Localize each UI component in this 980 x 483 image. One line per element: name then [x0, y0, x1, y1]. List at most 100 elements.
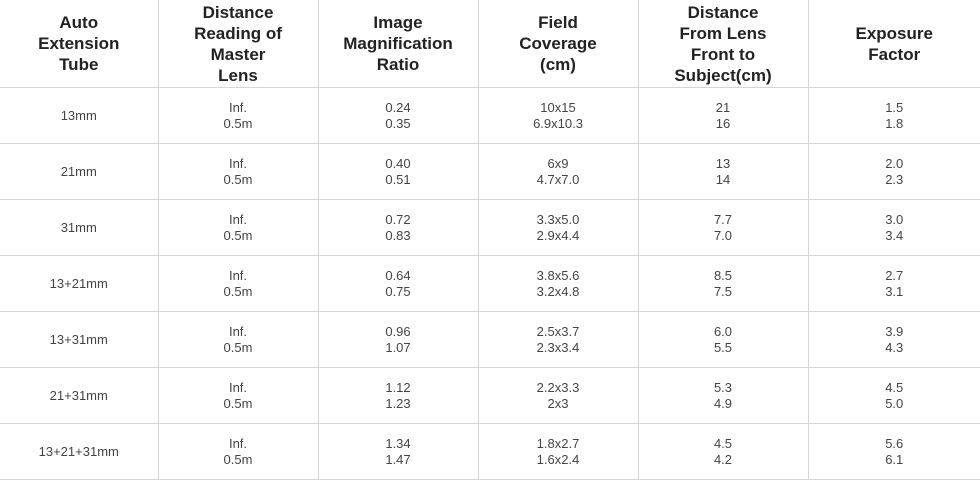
- cell-text: 1.34: [385, 435, 411, 451]
- cell-text: 6.0: [713, 323, 733, 339]
- header-text: Lens: [218, 65, 258, 85]
- cell-text: 1.6x2.4: [536, 451, 580, 467]
- cell-text: 0.5m: [223, 339, 253, 355]
- header-text: Reading of: [194, 23, 282, 43]
- cell-text: 2.3: [885, 171, 904, 187]
- table-cell: 1.8x2.7 1.6x2.4: [477, 423, 639, 480]
- header-text: Distance: [687, 2, 759, 22]
- cell-text: 21mm: [60, 163, 97, 179]
- cell-text: 13+21+31mm: [38, 443, 119, 459]
- header-text: Magnification: [343, 34, 453, 53]
- table-cell: 3.0 3.4: [807, 199, 980, 256]
- table-header: Auto Extension Tube Distance Reading of Maste…: [0, 0, 980, 88]
- cell-text: 2.9x4.4: [536, 227, 580, 243]
- table-cell: 13 14: [637, 143, 809, 200]
- table-cell: 4.5 5.0: [807, 367, 980, 424]
- cell-text: 2x3: [547, 395, 569, 411]
- cell-text: 2.0: [885, 155, 904, 171]
- table-cell: Inf. 0.5m: [157, 423, 319, 480]
- table-cell: 21mm: [0, 143, 159, 200]
- table-cell: Inf. 0.5m: [157, 143, 319, 200]
- cell-text: 3.0: [885, 211, 904, 227]
- table-cell: 13+21+31mm: [0, 423, 159, 480]
- table-cell: 13mm: [0, 87, 159, 144]
- cell-text: 13+21mm: [49, 275, 108, 291]
- table-cell: 3.3x5.0 2.9x4.4: [477, 199, 639, 256]
- cell-text: 5.0: [885, 395, 904, 411]
- table-cell: 21+31mm: [0, 367, 159, 424]
- cell-text: 8.5: [713, 267, 733, 283]
- cell-text: 3.1: [885, 283, 904, 299]
- cell-text: 1.12: [385, 379, 411, 395]
- cell-text: 1.5: [885, 99, 904, 115]
- table-cell: 0.64 0.75: [317, 255, 479, 312]
- cell-text: 4.2: [713, 451, 733, 467]
- table-cell: 7.7 7.0: [637, 199, 809, 256]
- table-cell: 0.96 1.07: [317, 311, 479, 368]
- cell-text: 3.4: [885, 227, 904, 243]
- table-cell: 4.5 4.2: [637, 423, 809, 480]
- header-text: Tube: [59, 55, 99, 74]
- cell-text: 4.3: [885, 339, 904, 355]
- cell-text: Inf.: [228, 211, 248, 227]
- table-cell: 31mm: [0, 199, 159, 256]
- cell-text: 10x15: [540, 99, 576, 115]
- cell-text: 0.83: [385, 227, 411, 243]
- table-row: 21mm Inf. 0.5m 0.40 0.51 6x9 4.7x7.0 13 14 2.0 2.3: [0, 143, 980, 200]
- header-cell: Image Magnification Ratio: [317, 0, 479, 88]
- cell-text: 3.2x4.8: [536, 283, 580, 299]
- cell-text: 13: [715, 155, 731, 171]
- cell-text: 0.5m: [223, 171, 253, 187]
- cell-text: 0.72: [385, 211, 411, 227]
- table-cell: 8.5 7.5: [637, 255, 809, 312]
- table-cell: Inf. 0.5m: [157, 255, 319, 312]
- table-cell: 0.24 0.35: [317, 87, 479, 144]
- cell-text: 1.47: [385, 451, 411, 467]
- cell-text: 0.5m: [223, 227, 253, 243]
- cell-text: 31mm: [60, 219, 97, 235]
- header-row: Auto Extension Tube Distance Reading of Maste…: [0, 0, 980, 88]
- table-cell: 6x9 4.7x7.0: [477, 143, 639, 200]
- cell-text: 3.9: [885, 323, 904, 339]
- cell-text: 1.8: [885, 115, 904, 131]
- table-cell: 0.72 0.83: [317, 199, 479, 256]
- header-cell: Distance From Lens Front to Subject(cm): [637, 0, 809, 88]
- cell-text: 0.35: [385, 115, 411, 131]
- header-text: (cm): [540, 55, 576, 74]
- cell-text: 1.23: [385, 395, 411, 411]
- table-cell: Inf. 0.5m: [157, 199, 319, 256]
- header-text: Exposure: [855, 23, 933, 43]
- table-cell: 2.0 2.3: [807, 143, 980, 200]
- header-cell: Distance Reading of Master Lens: [157, 0, 319, 88]
- table-cell: 1.12 1.23: [317, 367, 479, 424]
- header-text: Extension: [38, 34, 120, 53]
- table-cell: Inf. 0.5m: [157, 87, 319, 144]
- cell-text: 16: [715, 115, 731, 131]
- cell-text: 2.5x3.7: [536, 323, 580, 339]
- cell-text: 0.51: [385, 171, 411, 187]
- cell-text: 0.40: [385, 155, 411, 171]
- table-cell: 0.40 0.51: [317, 143, 479, 200]
- table-cell: 21 16: [637, 87, 809, 144]
- cell-text: 7.0: [713, 227, 733, 243]
- table-cell: 2.2x3.3 2x3: [477, 367, 639, 424]
- table-cell: 1.5 1.8: [807, 87, 980, 144]
- table-cell: 13+21mm: [0, 255, 159, 312]
- cell-text: Inf.: [228, 267, 248, 283]
- cell-text: 0.75: [385, 283, 411, 299]
- cell-text: 5.6: [885, 435, 904, 451]
- cell-text: 13+31mm: [49, 331, 108, 347]
- table-row: 21+31mm Inf. 0.5m 1.12 1.23 2.2x3.3 2x3 5.3 4.9 4…: [0, 367, 980, 424]
- table-row: 13+31mm Inf. 0.5m 0.96 1.07 2.5x3.7 2.3x3.4 6.0…: [0, 311, 980, 368]
- table-cell: 2.5x3.7 2.3x3.4: [477, 311, 639, 368]
- table-cell: 13+31mm: [0, 311, 159, 368]
- cell-text: 0.64: [385, 267, 411, 283]
- table-cell: 5.3 4.9: [637, 367, 809, 424]
- cell-text: 4.9: [713, 395, 733, 411]
- table-cell: 6.0 5.5: [637, 311, 809, 368]
- header-text: Image: [373, 13, 423, 32]
- table-row: 13mm Inf. 0.5m 0.24 0.35 10x15 6.9x10.3 21 16 1.5…: [0, 87, 980, 144]
- header-text: Factor: [868, 44, 921, 64]
- cell-text: 21+31mm: [49, 387, 108, 403]
